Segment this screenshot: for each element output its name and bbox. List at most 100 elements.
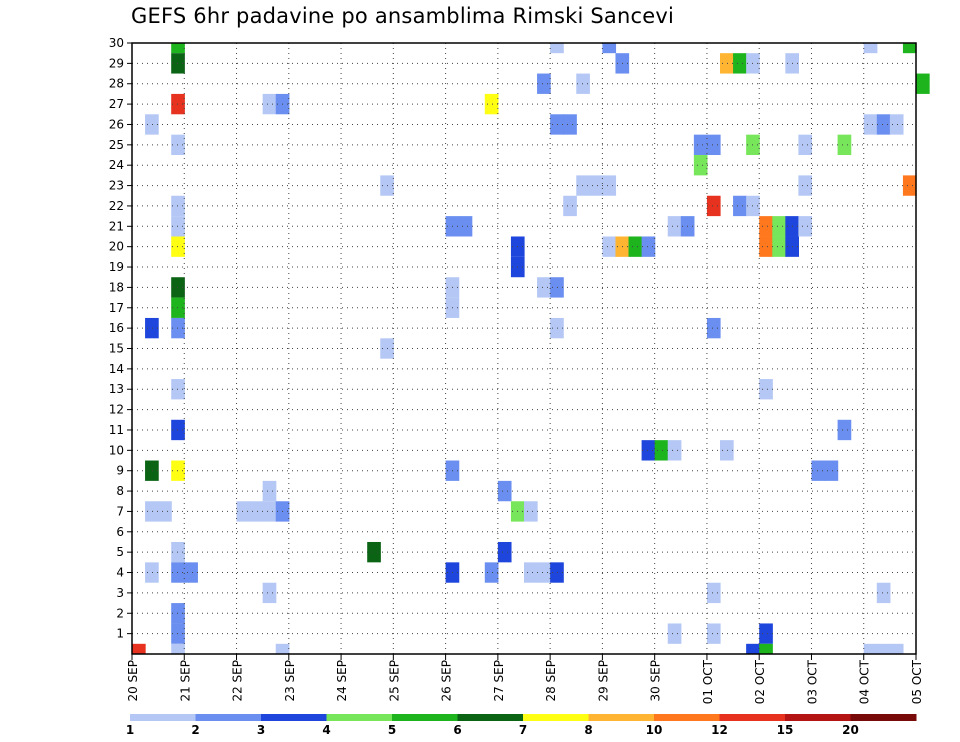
heatmap-cell xyxy=(249,501,264,522)
heatmap-cell xyxy=(602,43,617,54)
y-tick-label: 24 xyxy=(109,158,124,172)
colorbar-label: 5 xyxy=(388,723,396,737)
heatmap-cell xyxy=(798,216,813,237)
y-axis: 1234567891011121314151617181920212223242… xyxy=(109,36,132,641)
colorbar-segment xyxy=(326,714,393,721)
colorbar-label: 12 xyxy=(711,723,728,737)
x-tick-label: 28 SEP xyxy=(544,660,558,702)
y-tick-label: 12 xyxy=(109,403,124,417)
heatmap-cell xyxy=(811,460,826,481)
heatmap-cell xyxy=(458,216,473,237)
colorbar-label: 2 xyxy=(191,723,199,737)
x-tick-label: 21 SEP xyxy=(178,660,192,702)
y-tick-label: 8 xyxy=(116,484,124,498)
heatmap-cell xyxy=(497,541,512,563)
heatmap-cell xyxy=(236,501,251,522)
colorbar-segment xyxy=(785,714,851,721)
y-tick-label: 1 xyxy=(116,627,124,641)
heatmap-cell xyxy=(537,277,551,298)
x-tick-label: 24 SEP xyxy=(335,660,349,702)
colorbar-label: 3 xyxy=(257,723,265,737)
y-tick-label: 23 xyxy=(109,179,124,193)
x-tick-label: 02 OCT xyxy=(753,659,767,704)
heatmap-cell xyxy=(145,114,159,135)
heatmap-cell xyxy=(759,216,773,237)
x-tick-label: 22 SEP xyxy=(231,660,245,702)
x-tick-label: 04 OCT xyxy=(858,659,872,704)
colorbar-label: 15 xyxy=(777,723,794,737)
y-tick-label: 4 xyxy=(116,566,124,580)
heatmap-cell xyxy=(772,216,786,237)
heatmap-cell xyxy=(171,43,185,54)
heatmap-cell xyxy=(550,317,564,339)
x-tick-label: 30 SEP xyxy=(649,660,663,702)
colorbar-label: 20 xyxy=(842,723,859,737)
x-tick-label: 03 OCT xyxy=(805,659,819,704)
heatmap-cell xyxy=(824,460,839,481)
x-tick-label: 27 SEP xyxy=(492,660,506,702)
heatmap-cell xyxy=(550,114,564,135)
heatmap-cell xyxy=(759,623,773,644)
y-tick-label: 9 xyxy=(116,464,124,478)
heatmap-cell xyxy=(184,562,198,583)
heatmap-cell xyxy=(171,277,185,298)
y-tick-label: 18 xyxy=(109,280,124,294)
y-tick-label: 15 xyxy=(109,342,124,356)
x-tick-label: 25 SEP xyxy=(387,660,401,702)
colorbar: 1 2 3 4 5 6 7 8 10 12 15 20 xyxy=(126,714,917,737)
heatmap-cell xyxy=(132,643,146,654)
y-tick-label: 5 xyxy=(116,545,124,559)
heatmap-cell xyxy=(733,53,747,74)
heatmap-cell xyxy=(798,134,813,156)
x-tick-label: 26 SEP xyxy=(440,660,454,702)
heatmap-cell xyxy=(537,562,551,583)
y-tick-label: 25 xyxy=(109,138,124,152)
y-tick-label: 6 xyxy=(116,525,124,539)
heatmap-cell xyxy=(916,73,930,94)
y-tick-label: 30 xyxy=(109,36,124,50)
heatmap-cell xyxy=(837,134,852,156)
heatmap-cell xyxy=(171,53,185,74)
heatmap-cell xyxy=(863,114,878,135)
heatmap-cell xyxy=(863,43,878,54)
heatmap-cell xyxy=(550,277,564,298)
heatmap-cell xyxy=(171,460,185,481)
y-tick-label: 29 xyxy=(109,56,124,70)
heatmap-cell xyxy=(733,195,747,217)
heatmap-cell xyxy=(889,643,904,654)
heatmap-cell xyxy=(720,53,734,74)
colorbar-segment xyxy=(588,714,655,721)
colorbar-label: 8 xyxy=(584,723,592,737)
heatmap-cell xyxy=(563,195,577,217)
heatmap-cell xyxy=(171,643,185,654)
heatmap-cell xyxy=(654,440,669,461)
colorbar-label: 7 xyxy=(519,723,527,737)
colorbar-label: 4 xyxy=(322,723,330,737)
colorbar-segment xyxy=(654,714,720,721)
heatmap-cell xyxy=(563,114,577,135)
y-tick-label: 28 xyxy=(109,77,124,91)
heatmap-cell xyxy=(262,582,277,604)
colorbar-segment xyxy=(195,714,262,721)
y-tick-label: 13 xyxy=(109,382,124,396)
chart-title: GEFS 6hr padavine po ansamblima Rimski S… xyxy=(131,4,675,28)
heatmap-cell xyxy=(667,440,682,461)
heatmap-cell xyxy=(145,562,159,583)
heatmap-cell xyxy=(550,43,564,54)
heatmap-cell xyxy=(889,114,904,135)
heatmap-cell xyxy=(497,480,512,502)
heatmap-cell xyxy=(641,440,656,461)
heatmap-cell xyxy=(262,93,277,115)
y-tick-label: 19 xyxy=(109,260,124,274)
heatmap-cell xyxy=(171,216,185,237)
colorbar-segment xyxy=(130,714,196,721)
heatmap-cell xyxy=(746,643,760,654)
y-tick-label: 3 xyxy=(116,586,124,600)
heatmap-cell xyxy=(902,175,917,196)
heatmap-cell xyxy=(706,317,721,339)
heatmap-cell xyxy=(171,93,185,115)
heatmap-cell xyxy=(759,236,773,257)
y-tick-label: 21 xyxy=(109,219,124,233)
y-tick-label: 14 xyxy=(109,362,124,376)
